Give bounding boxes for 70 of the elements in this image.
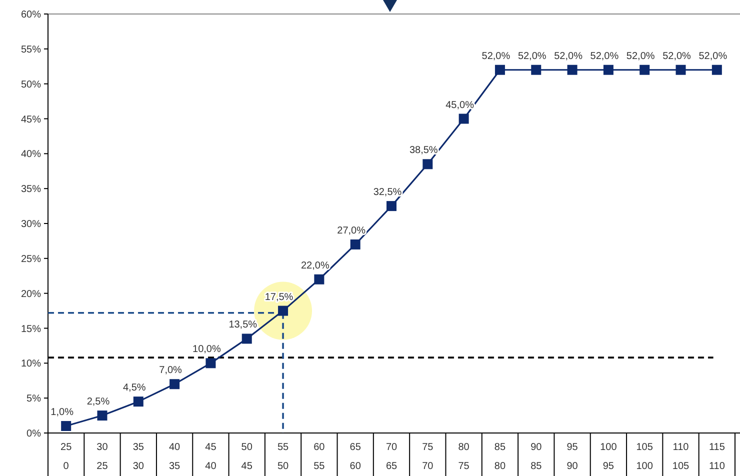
point bbox=[97, 410, 108, 421]
y-tick-label: 30% bbox=[20, 219, 42, 230]
point bbox=[567, 64, 578, 75]
point bbox=[133, 396, 144, 407]
x-tick-label: 35 30 bbox=[132, 442, 144, 472]
x-tick-label: 60 55 bbox=[314, 442, 326, 472]
y-tick-label: 50% bbox=[20, 79, 42, 90]
x-tick-label: 30 25 bbox=[96, 442, 108, 472]
x-tick-label: 90 85 bbox=[530, 442, 542, 472]
data-label: 22,0% bbox=[301, 260, 330, 272]
data-label: 52,0% bbox=[518, 50, 546, 62]
point bbox=[386, 201, 396, 212]
y-tick-label: 20% bbox=[20, 288, 42, 300]
data-label: 52,0% bbox=[662, 50, 692, 62]
data-label: 1,0% bbox=[50, 407, 74, 418]
point bbox=[458, 114, 469, 124]
x-tick-label: 95 90 bbox=[566, 442, 578, 472]
x-tick-label: 85 80 bbox=[494, 442, 506, 472]
data-label: 38,5% bbox=[409, 145, 438, 156]
data-label: 2,5% bbox=[86, 396, 110, 408]
point bbox=[603, 64, 614, 75]
y-tick-label: 15% bbox=[20, 324, 42, 335]
y-tick-label: 60% bbox=[20, 10, 42, 20]
point bbox=[640, 64, 650, 75]
y-tick-label: 55% bbox=[20, 44, 42, 56]
data-label: 52,0% bbox=[590, 50, 619, 62]
y-tick-label: 35% bbox=[20, 184, 42, 196]
x-tick-label: 80 75 bbox=[458, 442, 470, 472]
data-label: 52,0% bbox=[698, 50, 728, 62]
point bbox=[314, 274, 324, 284]
x-tick-label: 45 40 bbox=[205, 442, 217, 472]
point bbox=[278, 306, 288, 316]
point bbox=[712, 64, 722, 75]
x-tick-label: 105 100 bbox=[636, 442, 654, 472]
point bbox=[494, 64, 505, 75]
x-tick-label: 25 0 bbox=[60, 442, 72, 472]
y-tick-label: 25% bbox=[20, 254, 42, 265]
data-label: 32,5% bbox=[373, 187, 402, 198]
point bbox=[170, 379, 180, 390]
point bbox=[242, 334, 252, 344]
data-label: 10,0% bbox=[192, 344, 221, 356]
data-label: 27,0% bbox=[337, 225, 366, 236]
data-label: 13,5% bbox=[228, 320, 258, 331]
point bbox=[350, 239, 360, 250]
x-tick-label: 110 105 bbox=[672, 442, 690, 472]
point bbox=[531, 64, 542, 75]
data-label: 52,0% bbox=[554, 50, 583, 62]
y-tick-label: 40% bbox=[20, 149, 42, 160]
point bbox=[61, 421, 72, 432]
data-label: 52,0% bbox=[482, 50, 510, 62]
data-label: 7,0% bbox=[159, 365, 182, 376]
x-tick-label: 100 95 bbox=[600, 442, 618, 472]
point bbox=[676, 64, 686, 75]
y-tick-label: 45% bbox=[20, 114, 42, 126]
x-tick-label: 70 65 bbox=[386, 442, 398, 472]
data-label: 52,0% bbox=[626, 50, 655, 62]
data-label: 45,0% bbox=[446, 100, 474, 111]
y-tick-label: 0% bbox=[26, 428, 42, 440]
x-tick-label: 115 110 bbox=[708, 442, 726, 472]
point bbox=[206, 358, 216, 368]
x-tick-label: 40 35 bbox=[168, 442, 181, 472]
point bbox=[422, 159, 433, 170]
x-tick-label: 75 70 bbox=[422, 442, 434, 472]
x-tick-label: 65 60 bbox=[350, 442, 362, 472]
data-label: 4,5% bbox=[122, 382, 146, 394]
x-tick-label: 55 50 bbox=[277, 442, 290, 472]
x-tick-label: 50 45 bbox=[241, 442, 253, 472]
y-tick-label: 10% bbox=[20, 358, 42, 370]
data-label: 17,5% bbox=[264, 292, 294, 303]
y-tick-label: 5% bbox=[26, 394, 42, 405]
